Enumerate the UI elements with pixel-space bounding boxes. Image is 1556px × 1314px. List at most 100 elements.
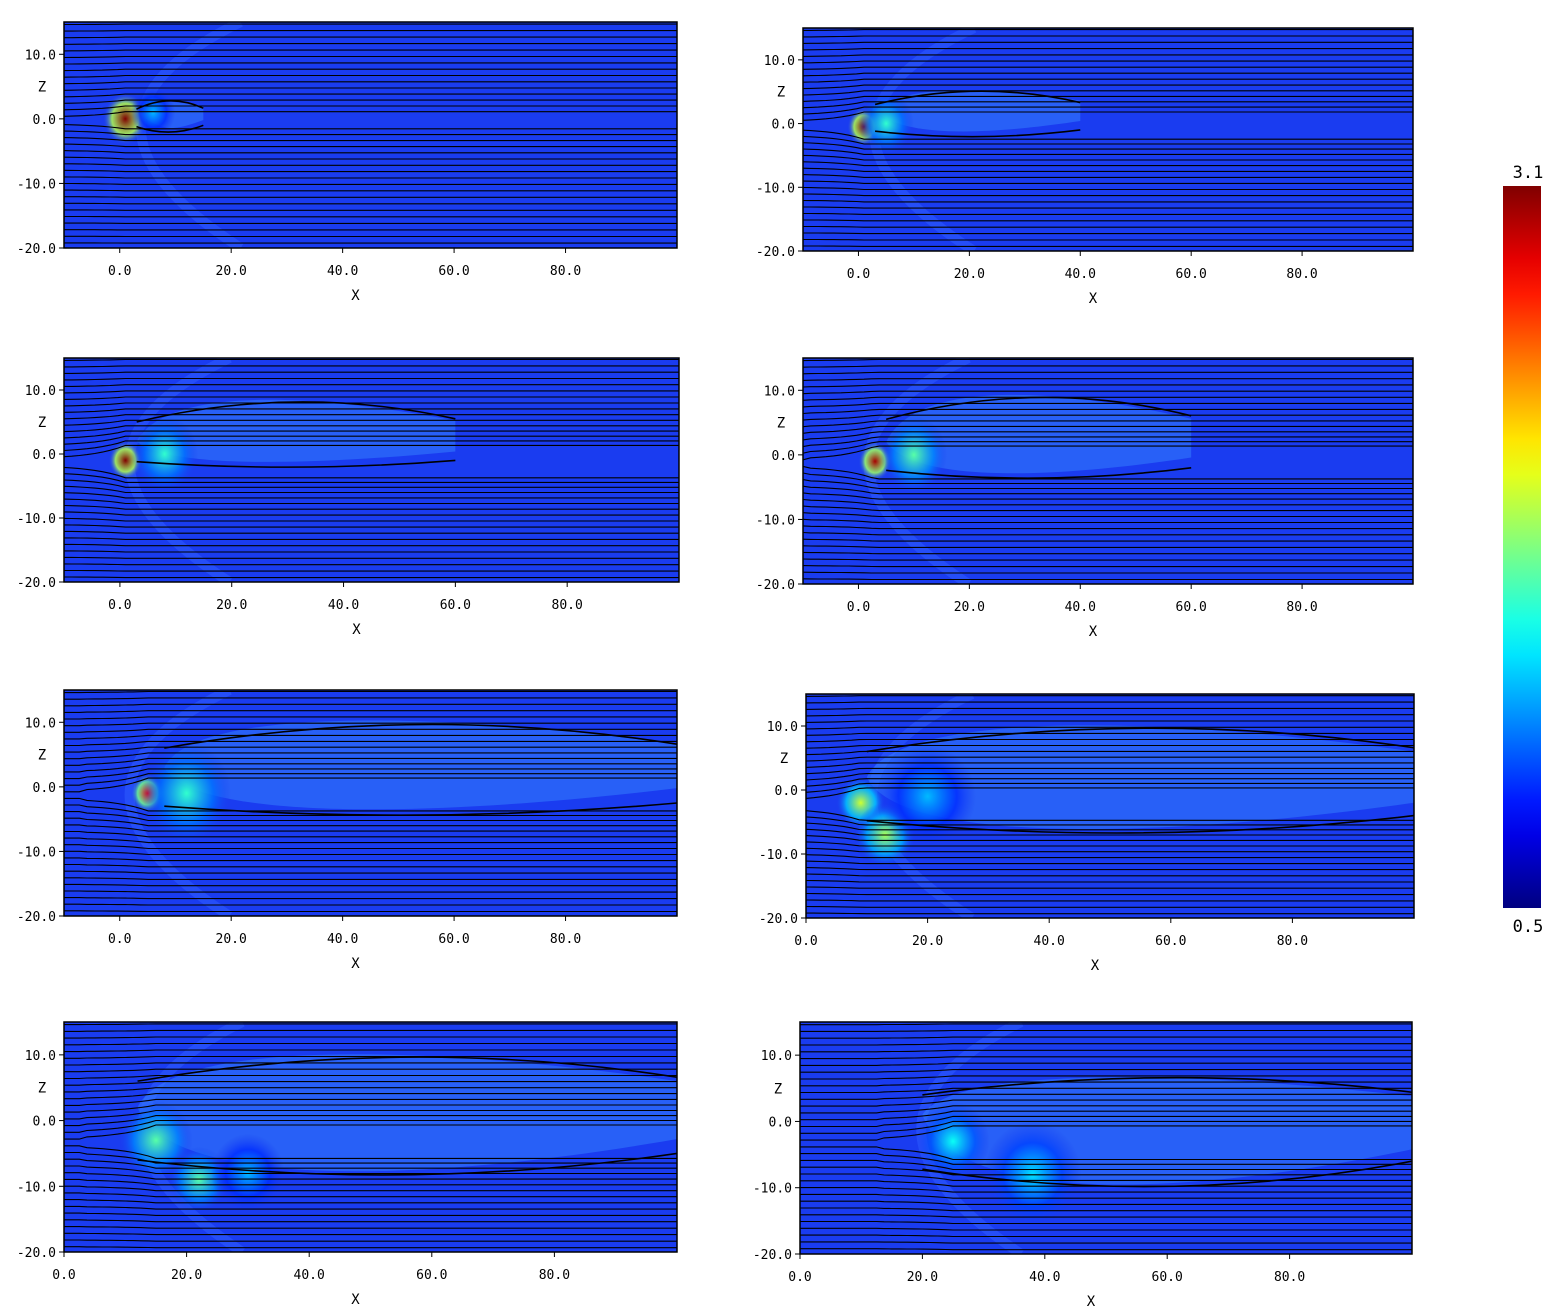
x-tick-label: 80.0 — [1286, 600, 1317, 615]
plot-frame — [802, 27, 1414, 252]
cloud-fragment — [880, 416, 948, 494]
colorbar: 3.1 0.5 — [1503, 163, 1543, 937]
x-tick-label: 0.0 — [108, 264, 131, 279]
x-axis-title: X — [1087, 1294, 1096, 1310]
wake-contour — [885, 396, 1192, 479]
colorbar-gradient — [1503, 186, 1541, 908]
y-tick-label: 10.0 — [764, 384, 795, 399]
wake-region — [875, 90, 1081, 132]
x-tick-label: 60.0 — [1176, 600, 1207, 615]
y-tick-label: 0.0 — [772, 118, 795, 133]
wake-region — [137, 1054, 677, 1172]
y-tick-label: 0.0 — [33, 113, 56, 128]
y-tick-label: -20.0 — [17, 1246, 56, 1261]
plot-frame — [63, 357, 680, 583]
x-tick-label: 20.0 — [912, 934, 943, 949]
y-tick-label: -10.0 — [17, 845, 56, 860]
x-tick-label: 80.0 — [1286, 267, 1317, 282]
wake-region — [886, 394, 1192, 474]
x-tick-label: 60.0 — [1155, 934, 1186, 949]
y-axis-title: Z — [38, 80, 46, 96]
plot-frame — [805, 693, 1415, 919]
x-tick-label: 60.0 — [1152, 1270, 1183, 1285]
plot-frame — [63, 689, 678, 917]
streamlines — [806, 695, 1414, 915]
wake-contour — [136, 401, 456, 468]
wake-contour — [922, 1076, 1412, 1188]
panel-3: 0.0 20.0 40.0 60.0 80.0 10.0 0.0 -10.0 -20.0 X Z — [17, 357, 680, 638]
x-axis-title: X — [1089, 291, 1098, 307]
y-axis-title: Z — [38, 1081, 46, 1097]
x-tick-label: 40.0 — [1029, 1270, 1060, 1285]
streamlines — [800, 1023, 1412, 1251]
wake-contour — [164, 723, 677, 816]
x-tick-label: 0.0 — [788, 1270, 811, 1285]
x-tick-label: 60.0 — [438, 932, 469, 947]
y-tick-label: 10.0 — [25, 48, 56, 63]
streamlines — [64, 23, 677, 244]
y-tick-label: 10.0 — [767, 720, 798, 735]
colorbar-min-label: 0.5 — [1513, 917, 1544, 937]
x-tick-label: 80.0 — [539, 1268, 570, 1283]
cloud-fragment — [142, 741, 232, 845]
y-tick-label: -10.0 — [17, 512, 56, 527]
panel-1: 0.0 20.0 40.0 60.0 80.0 10.0 0.0 -10.0 -20.0 X Z — [17, 21, 678, 304]
x-tick-label: 40.0 — [328, 598, 359, 613]
panel-7: 0.0 20.0 40.0 60.0 80.0 10.0 0.0 -10.0 -20.0 X Z — [17, 1021, 678, 1308]
x-tick-label: 60.0 — [440, 598, 471, 613]
y-tick-label: 0.0 — [33, 448, 56, 463]
y-axis-title: Z — [774, 1081, 782, 1097]
x-tick-label: 20.0 — [216, 598, 247, 613]
y-tick-label: -20.0 — [756, 578, 795, 593]
x-tick-label: 40.0 — [327, 264, 358, 279]
y-axis-title: Z — [38, 415, 46, 431]
wake-contour — [866, 727, 1414, 834]
x-tick-label: 40.0 — [1065, 267, 1096, 282]
x-tick-label: 80.0 — [550, 932, 581, 947]
y-tick-label: -20.0 — [756, 245, 795, 260]
y-axis-title: Z — [38, 748, 46, 764]
x-tick-label: 80.0 — [550, 264, 581, 279]
x-tick-label: 60.0 — [1176, 267, 1207, 282]
x-tick-label: 0.0 — [108, 932, 131, 947]
x-tick-label: 0.0 — [847, 600, 870, 615]
y-tick-label: 10.0 — [764, 54, 795, 69]
y-tick-label: -10.0 — [756, 181, 795, 196]
streamlines — [64, 1023, 677, 1249]
y-axis-title: Z — [780, 751, 788, 767]
y-tick-label: -10.0 — [17, 177, 56, 192]
x-tick-label: 80.0 — [1277, 934, 1308, 949]
x-tick-label: 0.0 — [52, 1268, 75, 1283]
x-tick-label: 60.0 — [416, 1268, 447, 1283]
wake-contour — [137, 1056, 677, 1176]
y-tick-label: 10.0 — [25, 716, 56, 731]
y-tick-label: -10.0 — [753, 1182, 792, 1197]
y-tick-label: 0.0 — [33, 781, 56, 796]
panel-4: 0.0 20.0 40.0 60.0 80.0 10.0 0.0 -10.0 -20.0 X Z — [756, 357, 1414, 640]
y-tick-label: 0.0 — [775, 784, 798, 799]
streamlines — [803, 29, 1413, 247]
y-axis-title: Z — [777, 416, 785, 432]
y-tick-label: -20.0 — [17, 910, 56, 925]
cloud-fragment — [878, 745, 977, 848]
x-tick-label: 80.0 — [552, 598, 583, 613]
x-tick-label: 20.0 — [954, 600, 985, 615]
plot-frame — [802, 357, 1414, 585]
x-tick-label: 20.0 — [216, 932, 247, 947]
x-axis-title: X — [1089, 624, 1098, 640]
y-tick-label: -20.0 — [17, 576, 56, 591]
y-tick-label: 0.0 — [33, 1115, 56, 1130]
x-tick-label: 40.0 — [327, 932, 358, 947]
y-tick-label: -10.0 — [17, 1180, 56, 1195]
y-tick-label: -20.0 — [759, 912, 798, 927]
x-tick-label: 60.0 — [438, 264, 469, 279]
wake-region — [164, 720, 677, 810]
panel-2: 0.0 20.0 40.0 60.0 80.0 10.0 0.0 -10.0 -20.0 X Z — [756, 27, 1414, 307]
x-axis-title: X — [352, 622, 361, 638]
wake-contour — [874, 90, 1081, 138]
panel-6: 0.0 20.0 40.0 60.0 80.0 10.0 0.0 -10.0 -20.0 X Z — [759, 693, 1415, 974]
panel-5: 0.0 20.0 40.0 60.0 80.0 10.0 0.0 -10.0 -20.0 X Z — [17, 689, 678, 972]
plot-frame — [63, 21, 678, 249]
x-tick-label: 20.0 — [907, 1270, 938, 1285]
